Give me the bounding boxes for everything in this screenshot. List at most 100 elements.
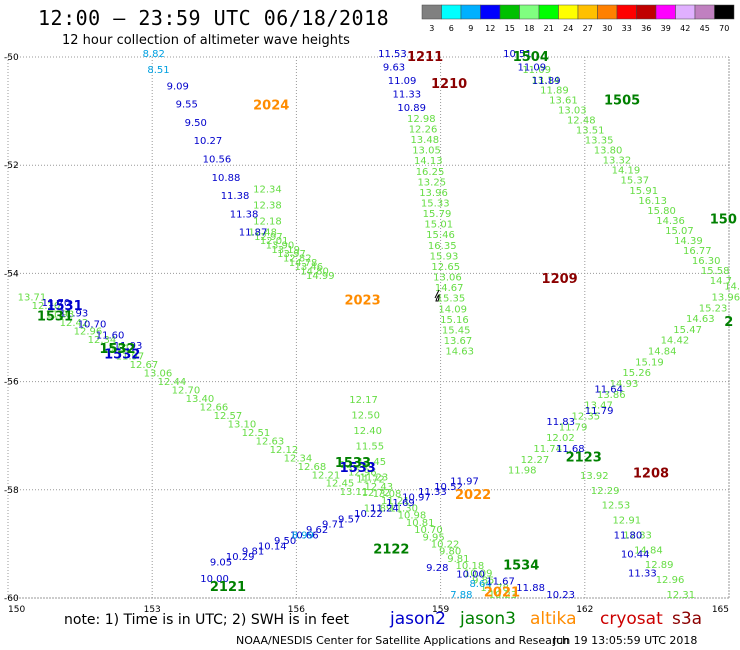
page-subtitle: 12 hour collection of altimeter wave hei… — [62, 33, 350, 48]
swh-value: 12.43 — [364, 482, 393, 493]
track-2122-track: 9.0510.299.8110.149.5010.669.629.719.571… — [210, 476, 479, 568]
lat-tick-label: -58 — [4, 486, 19, 496]
swh-value: 13.11 — [340, 487, 369, 498]
swh-value: 9.62 — [306, 525, 328, 536]
swh-value: 13.45 — [358, 457, 387, 468]
swh-value: 11.74 — [533, 444, 562, 455]
sat-label-jason3: jason3 — [460, 609, 516, 629]
swh-value: 10.00 — [200, 574, 229, 585]
swh-value: 16.77 — [683, 246, 712, 257]
swh-value: 14.42 — [661, 336, 690, 347]
swh-value: 13.14 — [531, 75, 560, 86]
legend-swatch — [558, 4, 579, 20]
swh-value: 15.37 — [621, 176, 650, 187]
legend-swatch — [675, 4, 696, 20]
track-1504-track: 11.0913.1411.8913.6113.0312.4813.5113.35… — [522, 65, 732, 287]
swh-value: 12.66 — [200, 403, 229, 414]
swh-value: 15.45 — [442, 325, 471, 336]
legend-swatch — [694, 4, 715, 20]
swh-value: 11.60 — [96, 330, 125, 341]
pass-id-jason3: 150 — [710, 212, 737, 227]
swh-value: 12.42 — [60, 318, 89, 329]
track-2024-cyan: 8.82 8.51 — [143, 49, 170, 76]
swh-value: 10.81 — [406, 518, 435, 529]
swh-value: 9.71 — [322, 520, 344, 531]
swh-value: 11.33 — [628, 568, 657, 579]
swh-value: 16.30 — [692, 256, 721, 267]
swh-value: 13.67 — [444, 336, 473, 347]
swh-value: 13.48 — [410, 135, 439, 146]
swh-value: 12.96 — [74, 326, 103, 337]
pass-id-altika: 2023 — [344, 293, 380, 308]
swh-value: 11.93 — [60, 309, 89, 320]
swh-value: 14.80 — [300, 266, 329, 277]
swh-value: 15.91 — [629, 186, 658, 197]
pass-id-altika: 2024 — [253, 99, 289, 114]
swh-value: 10.88 — [212, 173, 241, 184]
pass-id-jason3: 2122 — [373, 542, 409, 557]
swh-value: 10.51 — [503, 49, 532, 60]
swh-value: 11.88 — [516, 583, 545, 594]
legend-swatch — [577, 4, 598, 20]
swh-value: 10.97 — [402, 493, 431, 504]
swh-value: 13.97 — [277, 249, 306, 260]
swh-value: 10.27 — [194, 136, 223, 147]
swh-value: 12.18 — [253, 217, 282, 228]
swh-value: 11.98 — [508, 466, 537, 477]
pass-id-jason3: 1504 — [513, 50, 549, 65]
swh-value: 11.93 — [114, 341, 143, 352]
track-s3a-1210: 11.53 9.63 11.09 11.33 10.89 — [378, 49, 426, 114]
swh-value: 9.63 — [383, 63, 405, 74]
swh-value: 11.72 — [356, 475, 385, 486]
swh-value: 11.70 — [42, 298, 71, 309]
lon-tick-label: 165 — [712, 605, 729, 615]
sat-label-jason2: jason2 — [390, 609, 446, 629]
pass-id-s3a: 1208 — [633, 467, 669, 482]
swh-value: 12.34 — [88, 335, 117, 346]
lat-tick-label: -50 — [4, 53, 19, 63]
swh-value: 11.97 — [116, 352, 145, 363]
swh-value: 15.19 — [635, 357, 664, 368]
swh-value: 12.70 — [172, 386, 201, 397]
swh-value: 15.23 — [699, 303, 728, 314]
swh-value: 14.84 — [648, 347, 677, 358]
swh-value: 12.65 — [431, 262, 460, 273]
legend-swatch — [460, 4, 481, 20]
swh-value: 12.48 — [567, 115, 596, 126]
legend-swatch — [519, 4, 540, 20]
swh-value: 11.55 — [355, 442, 384, 453]
swh-value: 12.67 — [130, 360, 159, 371]
swh-value: 10.98 — [398, 511, 427, 522]
swh-value: 9.50 — [274, 536, 296, 547]
swh-value: 9.05 — [210, 558, 232, 569]
swh-value: 13.86 — [597, 390, 626, 401]
swh-value: 12.53 — [602, 501, 631, 512]
swh-value: 14.63 — [445, 347, 474, 358]
swh-value: 11.79 — [559, 422, 588, 433]
lat-tick-label: -56 — [4, 378, 19, 388]
track-2021-cyan: 8.647.88 — [450, 579, 491, 601]
legend-label: 70 — [719, 24, 729, 33]
swh-value: 11.68 — [556, 444, 585, 455]
swh-value: 12.21 — [312, 470, 341, 481]
swh-value: 15.46 — [426, 230, 455, 241]
swh-value: 9.81 — [447, 554, 469, 565]
swh-value: 12.97 — [254, 232, 283, 243]
legend-label: 42 — [680, 24, 690, 33]
legend-swatch — [636, 4, 657, 20]
swh-value: 10.89 — [397, 103, 426, 114]
pass-id-jason3: 1505 — [604, 93, 640, 108]
swh-value: 10.70 — [78, 320, 107, 331]
swh-value: 9.09 — [167, 81, 189, 92]
swh-value: 13.32 — [603, 156, 632, 167]
legend-label: 30 — [602, 24, 612, 33]
swh-value: 15.26 — [622, 368, 651, 379]
swh-value: 15.16 — [440, 315, 469, 326]
lon-tick-label: 156 — [288, 605, 305, 615]
swh-value: 14.99 — [306, 271, 335, 282]
swh-value: 13.51 — [576, 126, 605, 137]
swh-value: 10.23 — [546, 590, 575, 601]
swh-value: 9.50 — [185, 118, 207, 129]
